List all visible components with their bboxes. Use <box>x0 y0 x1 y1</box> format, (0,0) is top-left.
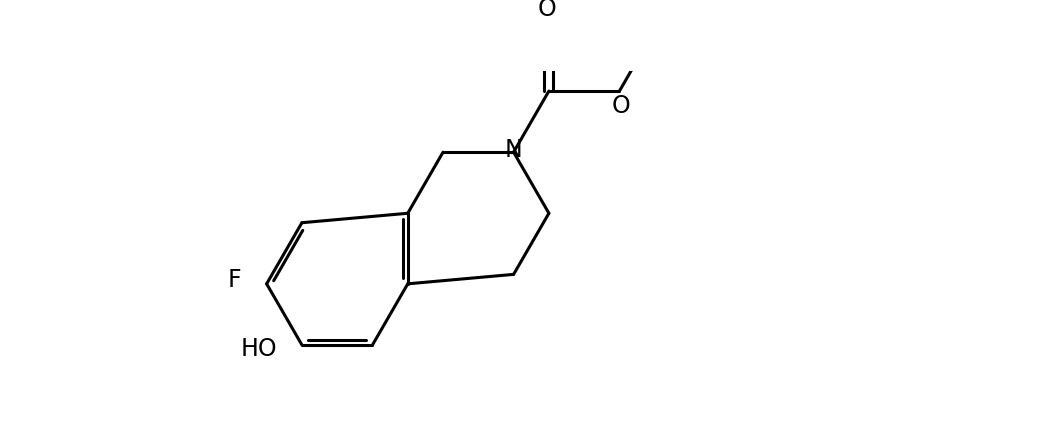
Text: O: O <box>611 94 630 118</box>
Text: N: N <box>504 139 522 163</box>
Text: O: O <box>538 0 556 21</box>
Text: HO: HO <box>241 337 277 361</box>
Text: F: F <box>228 268 242 291</box>
